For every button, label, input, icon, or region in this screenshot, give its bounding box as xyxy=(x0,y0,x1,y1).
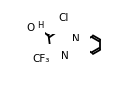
Text: Cl: Cl xyxy=(59,13,69,23)
Text: N: N xyxy=(61,51,69,61)
Text: CF₃: CF₃ xyxy=(33,54,50,64)
Text: N: N xyxy=(72,34,80,44)
Text: H: H xyxy=(37,21,43,30)
Text: O: O xyxy=(26,23,34,33)
